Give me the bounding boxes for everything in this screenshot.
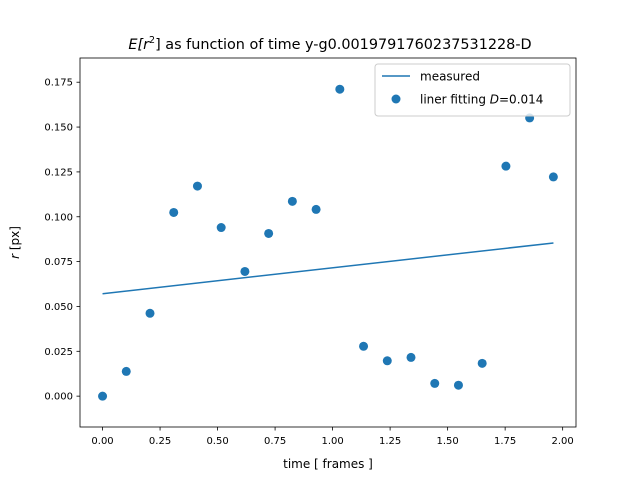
data-point: [287, 196, 297, 206]
data-point: [382, 356, 392, 366]
x-tick-label: 0.25: [149, 436, 171, 447]
data-point: [169, 207, 179, 217]
y-tick-label: 0.025: [44, 347, 73, 358]
x-tick-label: 0.00: [91, 436, 113, 447]
data-point: [548, 172, 558, 182]
data-point: [453, 380, 463, 390]
y-tick-label: 0.075: [44, 257, 73, 268]
y-tick-label: 0.000: [44, 392, 73, 403]
data-point: [359, 341, 369, 351]
x-tick-label: 1.00: [321, 436, 343, 447]
x-tick-label: 0.50: [206, 436, 228, 447]
y-tick-label: 0.100: [44, 212, 73, 223]
y-tick-label: 0.125: [44, 167, 73, 178]
x-tick-label: 0.75: [264, 436, 286, 447]
x-axis-ticks: 0.00 0.25 0.50 0.75 1.00 1.25 1.50 1.75 2.00: [91, 427, 574, 447]
data-point: [335, 84, 345, 94]
y-tick-label: 0.050: [44, 302, 73, 313]
y-tick-label: 0.150: [44, 123, 73, 134]
data-point: [311, 204, 321, 214]
data-point: [406, 352, 416, 362]
y-axis-ticks: 0.000 0.025 0.050 0.075 0.100 0.125 0.150 0.175: [44, 78, 80, 403]
x-tick-label: 1.50: [436, 436, 458, 447]
data-point: [121, 366, 131, 376]
plot-area: [98, 84, 558, 401]
legend-label-fitting: liner fitting D=0.014: [420, 93, 543, 107]
measured-line: [102, 242, 554, 295]
data-point: [501, 161, 511, 171]
legend-label-measured: measured: [420, 70, 480, 84]
legend-marker-swatch: [391, 94, 401, 104]
data-point: [240, 266, 250, 276]
data-point: [264, 228, 274, 238]
x-axis-label: time [ frames ]: [283, 457, 373, 471]
data-point: [145, 308, 155, 318]
data-point: [430, 378, 440, 388]
legend-box: [374, 63, 571, 117]
x-tick-label: 1.75: [494, 436, 516, 447]
y-axis-label: r [px]: [8, 226, 22, 259]
x-tick-label: 1.25: [379, 436, 401, 447]
axes-frame: [79, 57, 577, 428]
data-point: [477, 358, 487, 368]
chart-title: E[r2] as function of time y-g0.001979176…: [128, 35, 531, 53]
data-point: [192, 181, 202, 191]
x-tick-label: 2.00: [552, 436, 574, 447]
data-point: [98, 391, 108, 401]
y-tick-label: 0.175: [44, 78, 73, 89]
legend: measured liner fitting D=0.014: [374, 63, 571, 117]
data-point: [216, 223, 226, 233]
